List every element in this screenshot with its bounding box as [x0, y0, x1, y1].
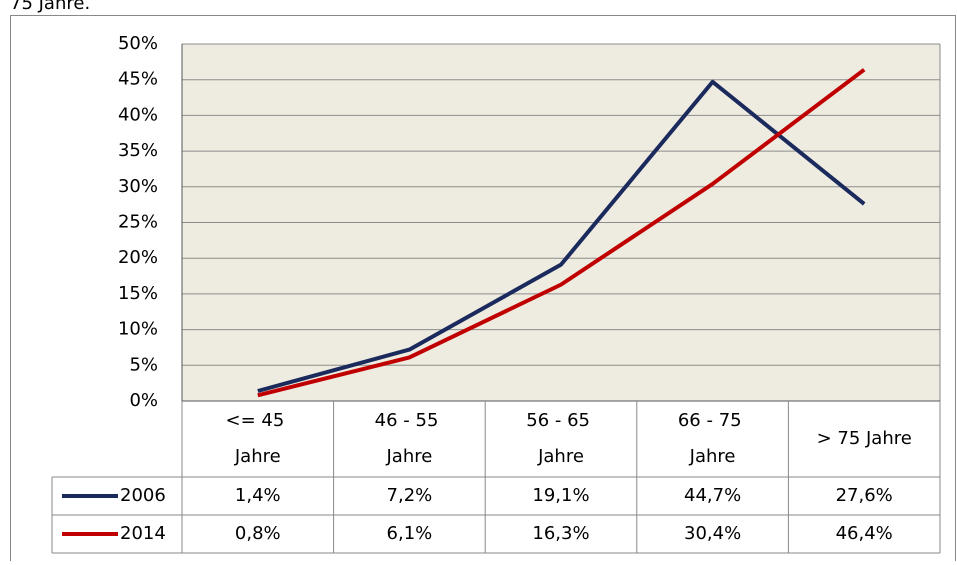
y-tick-label: 45%	[118, 69, 158, 90]
x-tick-label: 66 - 75 Jahre	[678, 410, 747, 467]
y-tick-label: 20%	[118, 247, 158, 268]
table-value: 30,4%	[684, 523, 741, 544]
x-tick-label: <= 45 Jahre	[226, 410, 291, 467]
legend-label: 2014	[120, 523, 166, 544]
table-value: 16,3%	[532, 523, 589, 544]
table-value: 46,4%	[836, 523, 893, 544]
y-tick-label: 0%	[129, 390, 158, 411]
series-line	[257, 79, 866, 393]
table-value: 44,7%	[684, 485, 741, 506]
x-tick-label: > 75 Jahre	[817, 428, 912, 449]
y-tick-label: 30%	[118, 176, 158, 197]
y-tick-label: 5%	[129, 354, 158, 375]
y-tick-label: 10%	[118, 319, 158, 340]
caption-fragment: 75 Jahre.	[10, 0, 90, 14]
x-tick-label: 56 - 65 Jahre	[526, 410, 595, 467]
y-tick-label: 25%	[118, 212, 158, 233]
series-line	[257, 68, 866, 398]
x-tick-label: 46 - 55 Jahre	[375, 410, 444, 467]
y-tick-label: 50%	[118, 33, 158, 54]
table-value: 0,8%	[235, 523, 281, 544]
y-tick-label: 35%	[118, 140, 158, 161]
y-tick-label: 40%	[118, 104, 158, 125]
legend-label: 2006	[120, 485, 166, 506]
chart-frame	[10, 15, 956, 561]
table-value: 19,1%	[532, 485, 589, 506]
table-value: 7,2%	[387, 485, 433, 506]
y-tick-label: 15%	[118, 283, 158, 304]
table-value: 6,1%	[387, 523, 433, 544]
table-value: 1,4%	[235, 485, 281, 506]
table-value: 27,6%	[836, 485, 893, 506]
